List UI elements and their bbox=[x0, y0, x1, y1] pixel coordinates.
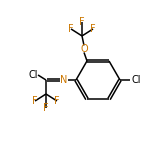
Text: Cl: Cl bbox=[131, 75, 141, 85]
Text: Cl: Cl bbox=[28, 70, 38, 80]
Text: F: F bbox=[54, 96, 60, 106]
Text: O: O bbox=[80, 44, 88, 54]
Text: N: N bbox=[60, 75, 68, 85]
Text: F: F bbox=[90, 24, 96, 34]
Text: F: F bbox=[32, 96, 38, 106]
Text: F: F bbox=[43, 103, 49, 113]
Text: F: F bbox=[79, 17, 85, 27]
Text: F: F bbox=[68, 24, 74, 34]
